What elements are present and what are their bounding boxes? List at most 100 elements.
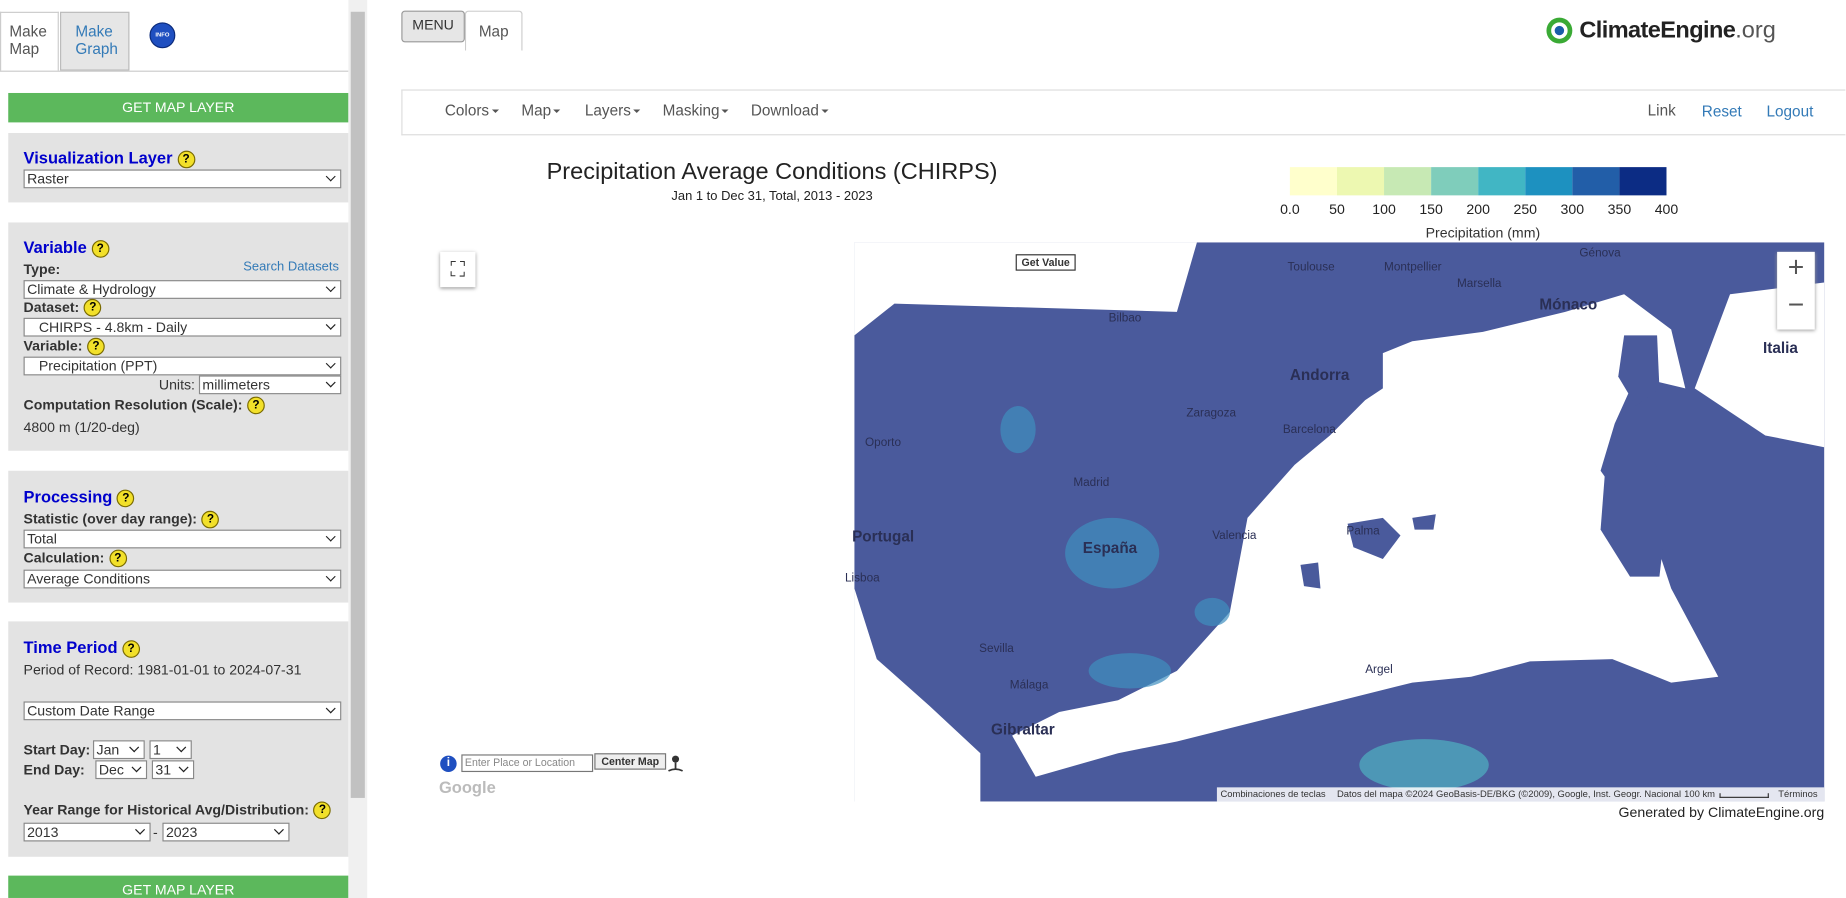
place-label: Palma bbox=[1346, 524, 1380, 538]
select[interactable]: Average Conditions bbox=[23, 569, 342, 589]
legend-swatch bbox=[1289, 167, 1337, 196]
divider bbox=[0, 70, 349, 72]
attribution-bar bbox=[1216, 787, 1825, 802]
nav-dropdown[interactable]: Layers bbox=[585, 101, 640, 119]
nav-link[interactable]: Link bbox=[1647, 101, 1676, 119]
help-icon[interactable]: ? bbox=[122, 640, 140, 659]
select[interactable]: 2023 bbox=[162, 822, 290, 842]
label: Units: bbox=[158, 376, 195, 394]
text: Period of Record: 1981-01-01 to 2024-07-… bbox=[23, 661, 302, 678]
info-icon[interactable]: INFO bbox=[149, 22, 176, 49]
select[interactable]: Climate & Hydrology bbox=[23, 280, 342, 299]
place-label: Italia bbox=[1762, 338, 1798, 357]
get-value-button[interactable]: Get Value bbox=[1015, 254, 1076, 271]
terms-link[interactable]: Términos bbox=[1778, 788, 1818, 800]
map-title: Precipitation Average Conditions (CHIRPS… bbox=[546, 158, 998, 185]
place-label: Mónaco bbox=[1539, 295, 1598, 314]
logo: ClimateEngine.org bbox=[1579, 18, 1775, 45]
legend-label: Precipitation (mm) bbox=[1425, 224, 1541, 242]
help-icon[interactable]: ? bbox=[83, 299, 102, 317]
fullscreen-button[interactable]: ⛶ bbox=[440, 251, 476, 288]
place-label: Montpellier bbox=[1384, 261, 1442, 275]
section-title: Visualization Layer bbox=[23, 148, 173, 168]
select[interactable]: Precipitation (PPT) bbox=[23, 356, 342, 376]
place-label: Andorra bbox=[1289, 366, 1350, 384]
legend-tick-label: 250 bbox=[1513, 201, 1538, 218]
select[interactable]: Jan bbox=[92, 740, 145, 760]
attribution[interactable]: Combinaciones de teclas bbox=[1220, 788, 1326, 800]
select[interactable]: 2013 bbox=[23, 822, 151, 842]
menu-button[interactable]: MENU bbox=[401, 10, 465, 43]
nav-link[interactable]: Reset bbox=[1701, 102, 1742, 121]
help-icon[interactable]: ? bbox=[201, 511, 220, 529]
select[interactable]: Dec bbox=[95, 760, 148, 780]
info-icon[interactable]: i bbox=[440, 755, 457, 773]
select[interactable]: 31 bbox=[151, 760, 195, 780]
legend-swatch bbox=[1384, 167, 1432, 196]
label: Computation Resolution (Scale): bbox=[23, 396, 243, 414]
legend-ticks: 0.0 50 100 150 200 250 300 350 400 bbox=[1280, 201, 1678, 218]
help-icon[interactable]: ? bbox=[177, 151, 195, 169]
center-map-button[interactable]: Center Map bbox=[594, 753, 667, 770]
label: End Day: bbox=[23, 761, 85, 778]
nav-dropdown[interactable]: Map bbox=[521, 101, 560, 119]
make-graph-tab[interactable]: Make Graph bbox=[60, 11, 130, 71]
select[interactable]: millimeters bbox=[198, 375, 342, 395]
select[interactable]: Custom Date Range bbox=[23, 701, 342, 721]
select[interactable]: 1 bbox=[149, 740, 192, 760]
place-search-input[interactable]: Enter Place or Location bbox=[461, 754, 594, 773]
get-map-layer-button[interactable]: GET MAP LAYER bbox=[8, 875, 349, 898]
place-label: Barcelona bbox=[1282, 423, 1336, 437]
help-icon[interactable]: ? bbox=[91, 240, 110, 259]
nav-dropdown[interactable]: Masking bbox=[663, 101, 729, 119]
place-label: Málaga bbox=[1009, 679, 1049, 693]
legend-swatch bbox=[1619, 167, 1667, 196]
map-tab[interactable]: Map bbox=[464, 10, 523, 51]
place-label: Génova bbox=[1579, 247, 1621, 261]
scale-label: 100 km bbox=[1684, 788, 1716, 800]
select[interactable]: CHIRPS - 4.8km - Daily bbox=[23, 317, 342, 337]
separator: - bbox=[152, 823, 158, 841]
legend bbox=[1289, 167, 1667, 196]
legend-swatch bbox=[1572, 167, 1620, 196]
select[interactable]: Total bbox=[23, 529, 342, 549]
label: Start Day: bbox=[23, 741, 91, 758]
search-datasets-link[interactable]: Search Datasets bbox=[243, 260, 339, 275]
zoom-in[interactable]: + bbox=[1787, 251, 1805, 284]
help-icon[interactable]: ? bbox=[109, 549, 127, 568]
location-icon[interactable] bbox=[666, 753, 685, 774]
place-label: Gibraltar bbox=[990, 720, 1055, 738]
legend-tick-label: 350 bbox=[1607, 201, 1632, 218]
nav-link[interactable]: Logout bbox=[1766, 102, 1814, 121]
visualization-box bbox=[8, 132, 349, 203]
legend-tick-label: 100 bbox=[1372, 201, 1396, 218]
section-title: Processing bbox=[23, 487, 113, 507]
make-map-tab[interactable]: Make Map bbox=[0, 11, 59, 71]
place-label: Madrid bbox=[1073, 476, 1110, 490]
get-map-layer-button[interactable]: GET MAP LAYER bbox=[8, 92, 349, 123]
help-icon[interactable]: ? bbox=[117, 489, 135, 508]
label: Variable: bbox=[23, 337, 83, 355]
nav-dropdown[interactable]: Colors bbox=[445, 101, 499, 119]
scrollbar-thumb[interactable] bbox=[350, 11, 365, 798]
wet-areas bbox=[1000, 406, 1489, 791]
nav-dropdown[interactable]: Download bbox=[751, 101, 828, 119]
help-icon[interactable]: ? bbox=[87, 338, 105, 356]
scale-bar bbox=[1719, 793, 1769, 798]
section-title: Variable bbox=[23, 237, 87, 257]
generated-by: Generated by ClimateEngine.org bbox=[1618, 803, 1825, 821]
help-icon[interactable]: ? bbox=[247, 397, 265, 415]
logo-text: ClimateEngine bbox=[1579, 17, 1736, 44]
help-icon[interactable]: ? bbox=[313, 801, 332, 820]
place-label: Zaragoza bbox=[1186, 407, 1237, 421]
legend-tick-label: 300 bbox=[1560, 201, 1585, 218]
select[interactable]: Raster bbox=[23, 169, 342, 189]
legend-swatch bbox=[1525, 167, 1573, 196]
place-label: Argel bbox=[1365, 663, 1393, 677]
google-logo: Google bbox=[438, 777, 496, 797]
place-label: Lisboa bbox=[845, 571, 880, 585]
zoom-out[interactable]: − bbox=[1787, 289, 1805, 322]
text: 4800 m (1/20-deg) bbox=[23, 418, 140, 436]
